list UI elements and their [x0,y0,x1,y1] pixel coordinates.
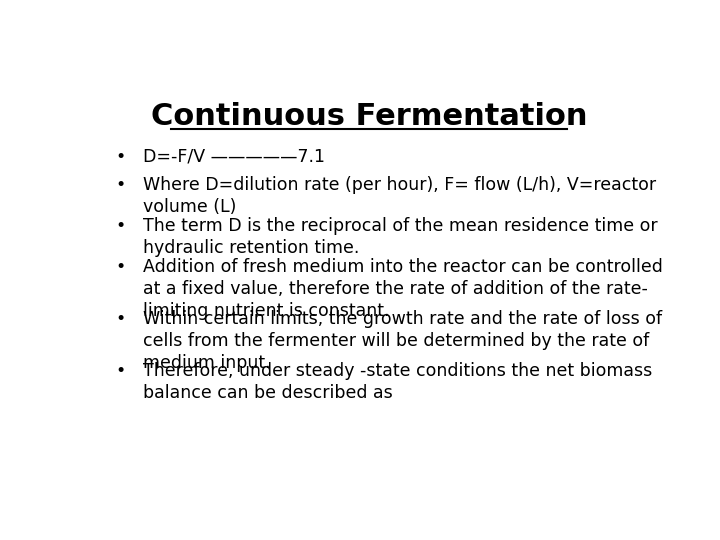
Text: D=-F/V —————7.1: D=-F/V —————7.1 [143,148,325,166]
Text: Therefore, under steady -state conditions the net biomass
balance can be describ: Therefore, under steady -state condition… [143,362,652,402]
Text: •: • [115,176,125,194]
Text: •: • [115,148,125,166]
Text: Within certain limits, the growth rate and the rate of loss of
cells from the fe: Within certain limits, the growth rate a… [143,310,662,372]
Text: Addition of fresh medium into the reactor can be controlled
at a fixed value, th: Addition of fresh medium into the reacto… [143,258,663,320]
Text: •: • [115,310,125,328]
Text: Continuous Fermentation: Continuous Fermentation [150,102,588,131]
Text: •: • [115,217,125,235]
Text: Where D=dilution rate (per hour), F= flow (L/h), V=reactor
volume (L): Where D=dilution rate (per hour), F= flo… [143,176,656,217]
Text: The term D is the reciprocal of the mean residence time or
hydraulic retention t: The term D is the reciprocal of the mean… [143,217,657,257]
Text: •: • [115,362,125,380]
Text: •: • [115,258,125,276]
